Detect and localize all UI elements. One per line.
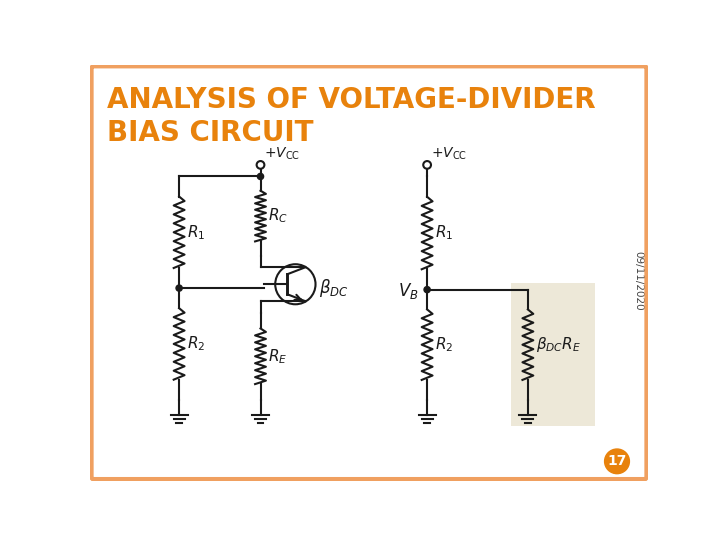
Text: $R_E$: $R_E$ xyxy=(269,347,287,366)
Circle shape xyxy=(256,161,264,169)
Text: $R_1$: $R_1$ xyxy=(187,223,205,241)
Text: 09/11/2020: 09/11/2020 xyxy=(634,251,644,310)
Circle shape xyxy=(423,161,431,169)
Text: BIAS CIRCUIT: BIAS CIRCUIT xyxy=(107,119,313,147)
Circle shape xyxy=(605,449,629,474)
Circle shape xyxy=(258,173,264,179)
Circle shape xyxy=(176,285,182,291)
Text: $+V_{\mathrm{CC}}$: $+V_{\mathrm{CC}}$ xyxy=(431,145,467,162)
Text: $+V_{\mathrm{CC}}$: $+V_{\mathrm{CC}}$ xyxy=(264,145,300,162)
Text: $R_2$: $R_2$ xyxy=(187,335,205,353)
Circle shape xyxy=(424,287,431,293)
Text: $\beta_{DC}R_E$: $\beta_{DC}R_E$ xyxy=(536,335,581,354)
Text: $R_C$: $R_C$ xyxy=(269,207,288,225)
FancyBboxPatch shape xyxy=(510,284,595,426)
Text: $\beta_{DC}$: $\beta_{DC}$ xyxy=(320,277,349,299)
Text: ANALYSIS OF VOLTAGE-DIVIDER: ANALYSIS OF VOLTAGE-DIVIDER xyxy=(107,86,595,114)
Text: 17: 17 xyxy=(607,454,626,468)
Text: $R_2$: $R_2$ xyxy=(435,335,453,354)
Text: $R_1$: $R_1$ xyxy=(435,224,453,242)
Text: $V_B$: $V_B$ xyxy=(397,281,418,301)
